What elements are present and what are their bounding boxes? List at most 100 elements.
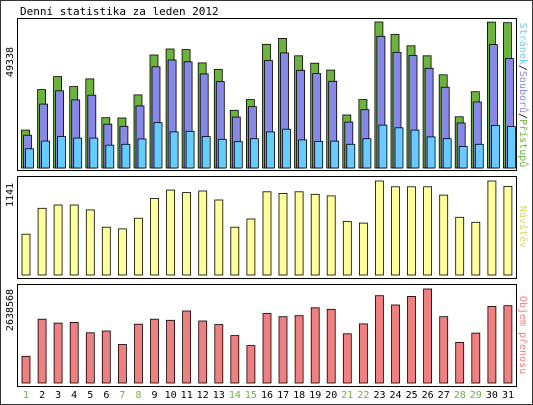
bar-navstevy-day-3	[53, 204, 63, 276]
bar-prenos-day-15	[246, 345, 256, 384]
panel-visits-bars	[21, 180, 513, 276]
bar-navstevy-day-14	[230, 226, 240, 276]
bar-prenos-day-11	[182, 310, 192, 384]
bar-stranky-day-13	[217, 138, 227, 169]
bar-prenos-day-25	[407, 295, 416, 384]
bar-stranky-day-8	[137, 138, 147, 169]
bar-stranky-day-23	[378, 124, 388, 169]
bar-navstevy-day-13	[214, 199, 224, 276]
x-tick-label-17: 17	[277, 390, 289, 401]
bar-prenos-day-16	[262, 313, 272, 384]
legend-soubory: Souborů	[517, 71, 529, 113]
panel-hits-ymax-label: 49338	[5, 47, 16, 77]
x-tick-label-13: 13	[213, 390, 225, 401]
x-tick-label-30: 30	[486, 390, 498, 401]
x-tick-label-15: 15	[245, 390, 257, 401]
bar-prenos-day-20	[326, 308, 336, 384]
bar-stranky-day-12	[201, 136, 211, 169]
x-tick-label-18: 18	[293, 390, 305, 401]
bar-navstevy-day-31	[503, 185, 513, 276]
x-tick-label-16: 16	[261, 390, 273, 401]
bar-stranky-day-26	[426, 136, 436, 169]
bar-stranky-day-20	[330, 140, 340, 169]
bar-navstevy-day-20	[326, 195, 336, 276]
x-axis-day-labels: 1 2 3 4 5 6 7 8 9 10 11 12 13 14 15 16 17 18 19 20 21 22 23 24 2…	[23, 390, 514, 401]
x-tick-label-2: 2	[39, 390, 45, 401]
x-tick-label-11: 11	[181, 390, 193, 401]
bar-prenos-day-14	[230, 335, 240, 384]
x-tick-label-4: 4	[71, 390, 77, 401]
bar-prenos-day-22	[358, 323, 368, 384]
bar-stranky-day-15	[249, 138, 259, 169]
bar-stranky-day-1	[25, 148, 34, 169]
x-tick-label-28: 28	[454, 390, 466, 401]
bar-navstevy-day-29	[471, 221, 481, 276]
bar-stranky-day-24	[394, 127, 404, 169]
bar-navstevy-day-25	[407, 186, 416, 276]
bar-stranky-day-14	[233, 141, 243, 169]
x-tick-label-20: 20	[325, 390, 337, 401]
bar-stranky-day-5	[89, 137, 99, 169]
x-tick-label-22: 22	[357, 390, 369, 401]
x-tick-label-5: 5	[87, 390, 93, 401]
bar-stranky-day-21	[346, 143, 356, 169]
bar-stranky-day-3	[57, 136, 66, 169]
x-tick-label-29: 29	[470, 390, 482, 401]
bar-navstevy-day-16	[262, 191, 272, 276]
bar-prenos-day-23	[374, 295, 384, 384]
bar-navstevy-day-4	[69, 204, 79, 276]
bar-navstevy-day-28	[455, 216, 465, 276]
bar-stranky-day-17	[282, 128, 291, 169]
x-tick-label-14: 14	[229, 390, 241, 401]
bar-navstevy-day-19	[310, 193, 320, 276]
bar-prenos-day-31	[503, 305, 513, 384]
bar-prenos-day-7	[118, 344, 127, 384]
panel-hits-legend: Stránek/Souborů/Přístupů	[517, 23, 529, 168]
x-tick-label-12: 12	[197, 390, 209, 401]
legend-pristupy: Přístupů	[517, 119, 529, 167]
panel-hits-frame	[17, 18, 517, 171]
bar-navstevy-day-9	[150, 197, 159, 276]
legend-separator-1: /	[517, 65, 528, 71]
bar-navstevy-day-24	[391, 186, 400, 276]
panel-hits-bars	[21, 21, 516, 169]
bar-stranky-day-7	[121, 143, 131, 169]
bar-prenos-day-18	[294, 315, 304, 384]
x-tick-label-27: 27	[438, 390, 450, 401]
bar-stranky-day-18	[298, 139, 308, 169]
bar-stranky-day-30	[490, 125, 500, 169]
bar-prenos-day-28	[455, 341, 465, 384]
panel-traffic: 2638568 Objem přenosu	[5, 284, 529, 387]
bar-stranky-day-29	[474, 143, 484, 169]
x-tick-label-26: 26	[422, 390, 434, 401]
legend-separator-2: /	[517, 113, 528, 119]
panel-traffic-ymax-label: 2638568	[5, 289, 16, 331]
bar-navstevy-day-11	[182, 192, 192, 276]
bar-stranky-day-28	[458, 145, 468, 169]
x-tick-label-9: 9	[151, 390, 157, 401]
x-tick-label-7: 7	[119, 390, 125, 401]
bar-prenos-day-21	[342, 333, 352, 384]
bar-navstevy-day-22	[358, 222, 368, 276]
bar-stranky-day-31	[506, 126, 516, 169]
x-tick-label-24: 24	[389, 390, 401, 401]
bar-navstevy-day-12	[198, 190, 208, 276]
x-tick-label-23: 23	[373, 390, 385, 401]
bar-prenos-day-5	[85, 332, 95, 384]
bar-prenos-day-24	[391, 304, 400, 384]
bar-navstevy-day-30	[487, 180, 497, 276]
legend-stranky: Stránek	[517, 23, 529, 65]
panel-traffic-legend: Objem přenosu	[517, 296, 529, 374]
panel-visits: 1141 Návštěv	[5, 176, 529, 279]
panel-traffic-bars	[21, 288, 513, 384]
x-tick-label-1: 1	[23, 390, 29, 401]
panel-visits-legend: Návštěv	[517, 206, 529, 248]
x-tick-label-25: 25	[406, 390, 418, 401]
bar-navstevy-day-2	[37, 207, 47, 276]
bar-navstevy-day-27	[439, 194, 449, 276]
bar-stranky-day-25	[410, 129, 420, 169]
bar-stranky-day-22	[362, 138, 372, 169]
bar-prenos-day-17	[278, 316, 288, 384]
bar-navstevy-day-18	[294, 191, 304, 276]
